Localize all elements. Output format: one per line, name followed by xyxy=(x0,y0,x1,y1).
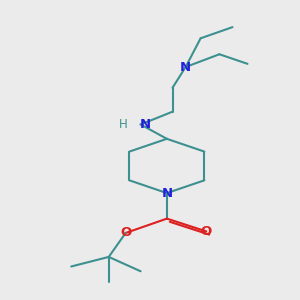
Text: N: N xyxy=(140,118,151,131)
Text: H: H xyxy=(119,118,128,131)
Text: O: O xyxy=(201,225,212,238)
Text: O: O xyxy=(120,226,131,239)
Text: N: N xyxy=(161,187,172,200)
Text: N: N xyxy=(180,61,191,74)
